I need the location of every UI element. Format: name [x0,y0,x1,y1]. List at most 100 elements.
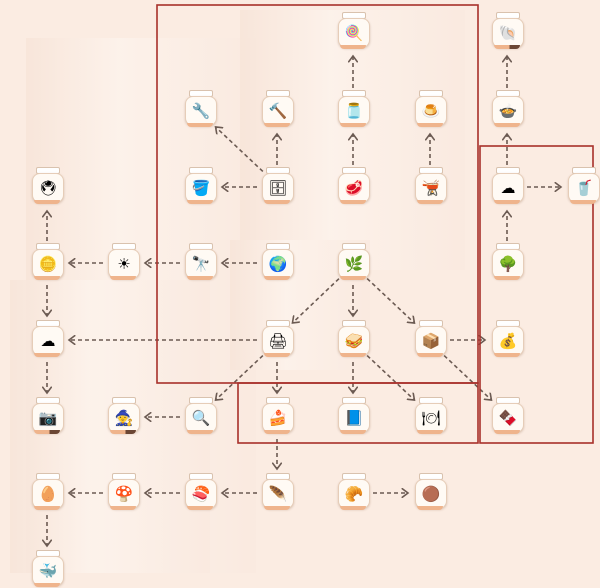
edge-W-AE [366,354,414,400]
progress-bar [110,506,136,510]
lollipop-icon: 🍭 [338,18,370,48]
tech-node[interactable]: 🖨 [262,320,294,358]
tech-node[interactable]: 🐳 [32,550,64,588]
shell-icon: 🐚 [492,18,524,48]
highlight-box [479,145,594,444]
progress-bar [34,430,60,434]
progress-bar [264,200,290,204]
printer-icon: 🖨 [262,326,294,356]
progress-bar [417,200,443,204]
wizard-hat-icon: 🧙 [108,403,140,433]
tech-node[interactable]: ☀ [108,243,140,281]
tech-node[interactable]: 🍽 [415,397,447,435]
machine-icon: 🖲 [32,173,64,203]
progress-bar [340,430,366,434]
tech-node[interactable]: 📦 [415,320,447,358]
progress-bar [340,45,366,49]
tech-node[interactable]: 🐚 [492,12,524,50]
tech-node[interactable]: 🍄 [108,473,140,511]
globe-icon: 🌍 [262,249,294,279]
tech-node[interactable]: 🟤 [415,473,447,511]
cloud-icon: ☁ [32,326,64,356]
progress-bar [187,200,213,204]
tech-node[interactable]: 🧙 [108,397,140,435]
tech-node[interactable]: 🌳 [492,243,524,281]
progress-bar [34,200,60,204]
bowl-icon: 🍲 [492,96,524,126]
tech-node[interactable]: ☁ [492,167,524,205]
tech-node[interactable]: 🔧 [185,90,217,128]
tech-node[interactable]: 🖲 [32,167,64,205]
camera-icon: 📷 [32,403,64,433]
mushroom-icon: 🍄 [108,479,140,509]
progress-bar [187,430,213,434]
telescope-icon: 🔭 [185,249,217,279]
tech-node[interactable]: 📷 [32,397,64,435]
tech-node[interactable]: 📘 [338,397,370,435]
tech-node[interactable]: 🥐 [338,473,370,511]
bucket-icon: 🪣 [185,173,217,203]
progress-bar [570,200,596,204]
jar-icon: 🫙 [338,96,370,126]
progress-bar [264,506,290,510]
tech-node[interactable]: 🍮 [415,90,447,128]
plant-box-icon: 🌿 [338,249,370,279]
plate-icon: 🍽 [415,403,447,433]
progress-bar [494,123,520,127]
gold-bag-icon: 💰 [492,326,524,356]
tech-node[interactable]: 🥚 [32,473,64,511]
tech-node[interactable]: 🫙 [338,90,370,128]
progress-bar [187,276,213,280]
progress-bar [340,506,366,510]
tech-node[interactable]: 🍫 [492,397,524,435]
tech-node[interactable]: 🌿 [338,243,370,281]
progress-bar [34,583,60,587]
tech-node[interactable]: 🔭 [185,243,217,281]
edge-S-X [366,277,414,323]
tech-node[interactable]: 🥩 [338,167,370,205]
steam-icon: ☁ [492,173,524,203]
progress-bar [340,276,366,280]
ball-icon: 🟤 [415,479,447,509]
sushi-icon: 🍣 [185,479,217,509]
progress-bar [34,353,60,357]
progress-bar [340,353,366,357]
progress-bar [264,276,290,280]
sun-icon: ☀ [108,249,140,279]
edge-V-AB [216,354,264,400]
tech-node[interactable]: 🥤 [568,167,600,205]
tech-node[interactable]: 🗄 [262,167,294,205]
progress-bar [187,506,213,510]
progress-bar [34,276,60,280]
progress-bar [417,506,443,510]
bread-icon: 🥐 [338,479,370,509]
tech-node[interactable]: 🍰 [262,397,294,435]
progress-bar [494,200,520,204]
tech-node[interactable]: 🔨 [262,90,294,128]
highlight-box [237,382,479,444]
tech-node[interactable]: 💰 [492,320,524,358]
tech-node[interactable]: 🫕 [415,167,447,205]
book-icon: 📘 [338,403,370,433]
tech-node[interactable]: 🪶 [262,473,294,511]
tech-node[interactable]: 🔍 [185,397,217,435]
progress-bar [494,430,520,434]
pot-icon: 🫕 [415,173,447,203]
cake-icon: 🍮 [415,96,447,126]
tech-node[interactable]: 🌍 [262,243,294,281]
drink-icon: 🥤 [568,173,600,203]
tech-node[interactable]: 🍣 [185,473,217,511]
tech-node[interactable]: 🍲 [492,90,524,128]
progress-bar [417,123,443,127]
progress-bar [264,353,290,357]
tech-node[interactable]: ☁ [32,320,64,358]
feather-icon: 🪶 [262,479,294,509]
tech-node[interactable]: 🍭 [338,12,370,50]
progress-bar [187,123,213,127]
coin-icon: 🪙 [32,249,64,279]
fridge-icon: 🗄 [262,173,294,203]
progress-bar [494,45,520,49]
tech-node[interactable]: 🪣 [185,167,217,205]
tech-node[interactable]: 🥪 [338,320,370,358]
tech-node[interactable]: 🪙 [32,243,64,281]
